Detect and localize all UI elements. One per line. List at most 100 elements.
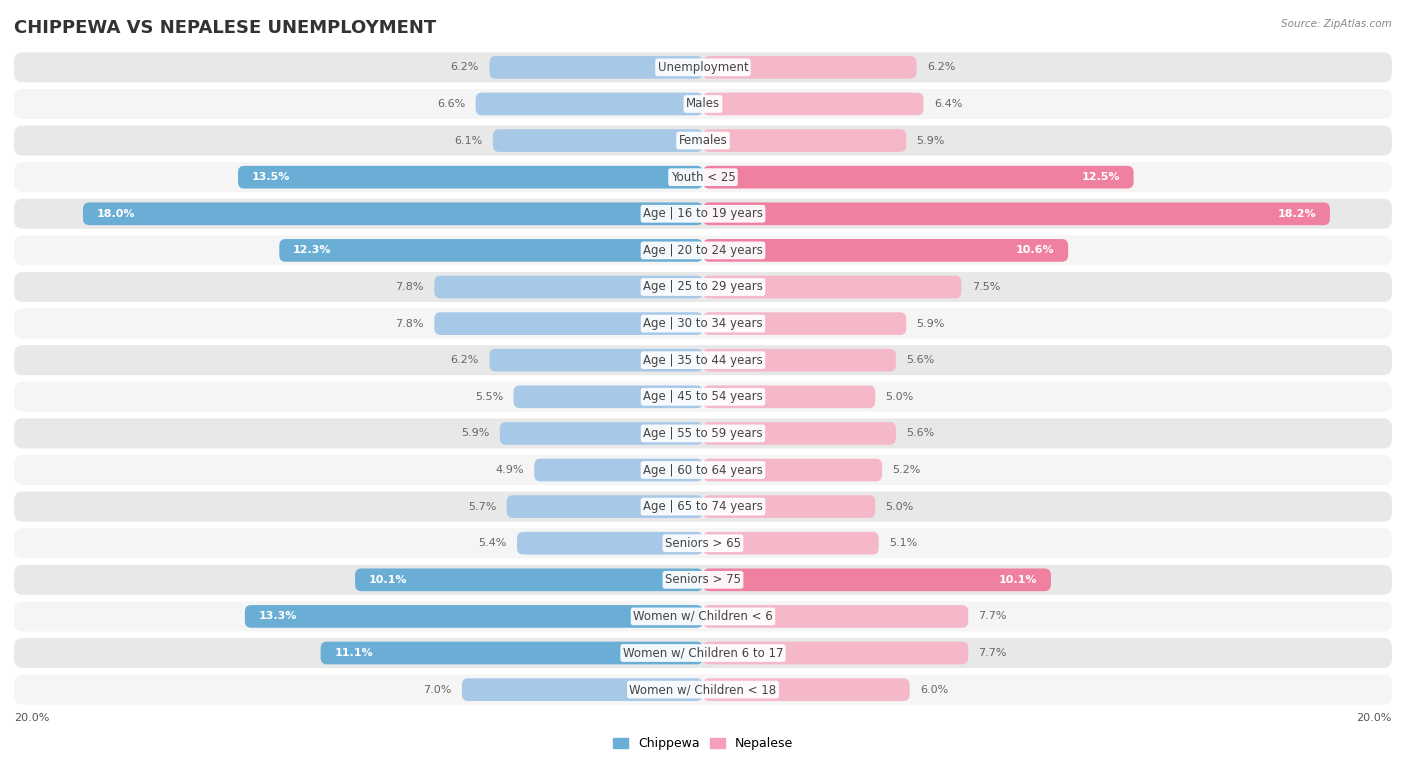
Text: Unemployment: Unemployment <box>658 61 748 74</box>
Text: 7.8%: 7.8% <box>395 319 425 329</box>
Text: 5.0%: 5.0% <box>886 392 914 402</box>
FancyBboxPatch shape <box>14 199 1392 229</box>
FancyBboxPatch shape <box>703 678 910 701</box>
Text: CHIPPEWA VS NEPALESE UNEMPLOYMENT: CHIPPEWA VS NEPALESE UNEMPLOYMENT <box>14 19 436 37</box>
Text: Women w/ Children < 6: Women w/ Children < 6 <box>633 610 773 623</box>
Text: 18.2%: 18.2% <box>1278 209 1316 219</box>
FancyBboxPatch shape <box>83 202 703 225</box>
Text: 5.2%: 5.2% <box>893 465 921 475</box>
FancyBboxPatch shape <box>703 605 969 628</box>
FancyBboxPatch shape <box>703 166 1133 188</box>
FancyBboxPatch shape <box>14 491 1392 522</box>
FancyBboxPatch shape <box>461 678 703 701</box>
Text: 7.0%: 7.0% <box>423 684 451 695</box>
Text: Age | 55 to 59 years: Age | 55 to 59 years <box>643 427 763 440</box>
FancyBboxPatch shape <box>14 565 1392 595</box>
Text: 6.2%: 6.2% <box>451 62 479 73</box>
FancyBboxPatch shape <box>14 162 1392 192</box>
FancyBboxPatch shape <box>489 56 703 79</box>
FancyBboxPatch shape <box>703 202 1330 225</box>
Text: 5.9%: 5.9% <box>917 319 945 329</box>
FancyBboxPatch shape <box>489 349 703 372</box>
Text: 6.0%: 6.0% <box>920 684 948 695</box>
FancyBboxPatch shape <box>321 642 703 665</box>
Text: Source: ZipAtlas.com: Source: ZipAtlas.com <box>1281 19 1392 29</box>
FancyBboxPatch shape <box>14 235 1392 266</box>
Text: 20.0%: 20.0% <box>14 713 49 724</box>
FancyBboxPatch shape <box>14 419 1392 448</box>
Text: 10.1%: 10.1% <box>998 575 1038 585</box>
FancyBboxPatch shape <box>434 276 703 298</box>
Text: 5.6%: 5.6% <box>907 355 935 365</box>
FancyBboxPatch shape <box>703 349 896 372</box>
Text: 6.1%: 6.1% <box>454 136 482 145</box>
FancyBboxPatch shape <box>703 312 907 335</box>
Text: 5.0%: 5.0% <box>886 502 914 512</box>
FancyBboxPatch shape <box>14 89 1392 119</box>
Text: 20.0%: 20.0% <box>1357 713 1392 724</box>
Text: 10.1%: 10.1% <box>368 575 408 585</box>
Text: 5.9%: 5.9% <box>461 428 489 438</box>
FancyBboxPatch shape <box>14 126 1392 156</box>
Text: 5.9%: 5.9% <box>917 136 945 145</box>
Text: 13.3%: 13.3% <box>259 612 297 621</box>
Text: 11.1%: 11.1% <box>335 648 373 658</box>
Text: 12.5%: 12.5% <box>1081 172 1119 182</box>
Text: Age | 35 to 44 years: Age | 35 to 44 years <box>643 354 763 366</box>
FancyBboxPatch shape <box>14 601 1392 631</box>
Text: 5.4%: 5.4% <box>478 538 506 548</box>
FancyBboxPatch shape <box>703 422 896 445</box>
Text: 4.9%: 4.9% <box>495 465 524 475</box>
Text: 5.6%: 5.6% <box>907 428 935 438</box>
Text: Women w/ Children < 18: Women w/ Children < 18 <box>630 683 776 696</box>
Text: Age | 60 to 64 years: Age | 60 to 64 years <box>643 463 763 476</box>
FancyBboxPatch shape <box>703 129 907 152</box>
Text: Age | 30 to 34 years: Age | 30 to 34 years <box>643 317 763 330</box>
Text: 6.4%: 6.4% <box>934 99 962 109</box>
Text: 12.3%: 12.3% <box>292 245 332 255</box>
FancyBboxPatch shape <box>475 92 703 115</box>
Text: 6.2%: 6.2% <box>451 355 479 365</box>
FancyBboxPatch shape <box>703 495 875 518</box>
Text: 7.7%: 7.7% <box>979 612 1007 621</box>
FancyBboxPatch shape <box>14 638 1392 668</box>
Text: 13.5%: 13.5% <box>252 172 290 182</box>
FancyBboxPatch shape <box>14 345 1392 375</box>
FancyBboxPatch shape <box>703 459 882 481</box>
FancyBboxPatch shape <box>14 52 1392 83</box>
FancyBboxPatch shape <box>280 239 703 262</box>
FancyBboxPatch shape <box>356 569 703 591</box>
Text: 5.7%: 5.7% <box>468 502 496 512</box>
Text: Women w/ Children 6 to 17: Women w/ Children 6 to 17 <box>623 646 783 659</box>
Text: 5.5%: 5.5% <box>475 392 503 402</box>
FancyBboxPatch shape <box>703 569 1050 591</box>
FancyBboxPatch shape <box>703 56 917 79</box>
FancyBboxPatch shape <box>703 532 879 555</box>
FancyBboxPatch shape <box>245 605 703 628</box>
FancyBboxPatch shape <box>534 459 703 481</box>
Text: 6.2%: 6.2% <box>927 62 955 73</box>
Text: Males: Males <box>686 98 720 111</box>
FancyBboxPatch shape <box>703 385 875 408</box>
Text: Seniors > 65: Seniors > 65 <box>665 537 741 550</box>
FancyBboxPatch shape <box>703 276 962 298</box>
FancyBboxPatch shape <box>506 495 703 518</box>
Text: 7.7%: 7.7% <box>979 648 1007 658</box>
FancyBboxPatch shape <box>14 272 1392 302</box>
Text: Age | 16 to 19 years: Age | 16 to 19 years <box>643 207 763 220</box>
FancyBboxPatch shape <box>14 455 1392 485</box>
Text: Age | 20 to 24 years: Age | 20 to 24 years <box>643 244 763 257</box>
Text: 7.5%: 7.5% <box>972 282 1000 292</box>
Text: Age | 65 to 74 years: Age | 65 to 74 years <box>643 500 763 513</box>
Text: Youth < 25: Youth < 25 <box>671 170 735 184</box>
FancyBboxPatch shape <box>14 382 1392 412</box>
FancyBboxPatch shape <box>517 532 703 555</box>
FancyBboxPatch shape <box>14 674 1392 705</box>
Text: Age | 45 to 54 years: Age | 45 to 54 years <box>643 391 763 403</box>
FancyBboxPatch shape <box>494 129 703 152</box>
Text: 6.6%: 6.6% <box>437 99 465 109</box>
FancyBboxPatch shape <box>703 239 1069 262</box>
Text: Females: Females <box>679 134 727 147</box>
FancyBboxPatch shape <box>703 642 969 665</box>
FancyBboxPatch shape <box>14 309 1392 338</box>
